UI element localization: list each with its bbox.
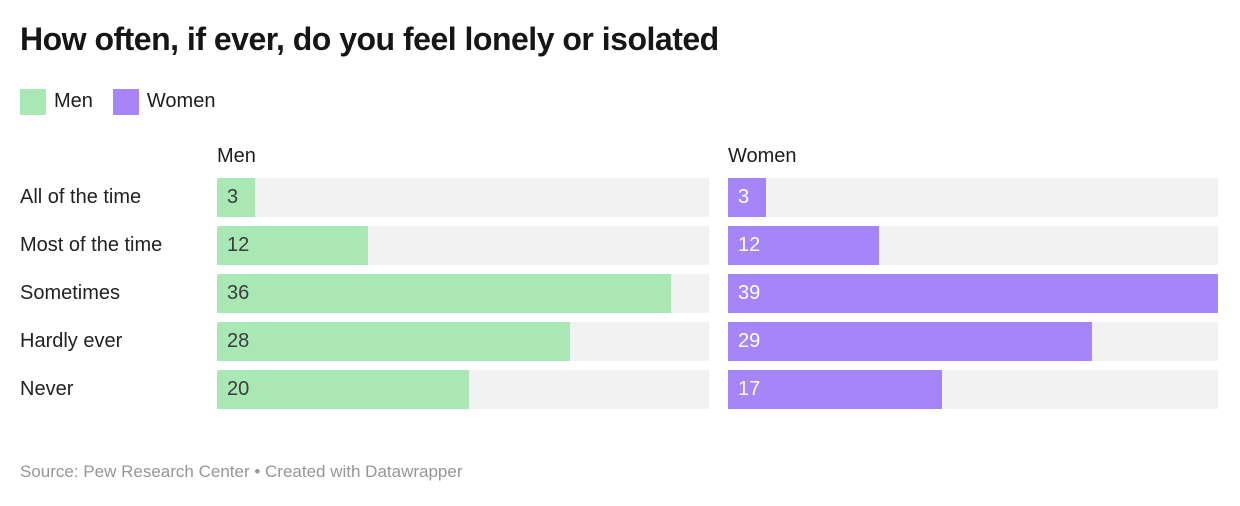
bar-women — [728, 321, 1093, 361]
bar-value-label: 29 — [738, 330, 761, 353]
chart-title: How often, if ever, do you feel lonely o… — [20, 21, 719, 57]
bar-value-label: 36 — [227, 282, 250, 305]
column-header-men: Men — [217, 144, 256, 167]
bar-value-label: 3 — [227, 186, 239, 209]
legend: Men Women — [20, 88, 1218, 115]
bar-women — [728, 369, 942, 409]
bar-track-men: 3 — [217, 177, 709, 217]
bar-track-men: 12 — [217, 225, 709, 265]
bar-track-men: 20 — [217, 369, 709, 409]
bar-women — [728, 225, 879, 265]
bar-track-women: 39 — [728, 273, 1218, 313]
column-gap — [709, 274, 728, 313]
column-header-women: Women — [728, 144, 797, 167]
bar-track-men: 36 — [217, 273, 709, 313]
bar-women — [728, 273, 1218, 313]
column-gap — [709, 145, 728, 168]
bar-men — [217, 321, 571, 361]
legend-swatch — [20, 88, 46, 115]
chart-rows: All of the time 3 3 Most of the time 12 12 Som… — [20, 177, 1218, 409]
category-label: Never — [20, 377, 74, 400]
bar-track-women: 3 — [728, 177, 1218, 217]
bar-track-women: 29 — [728, 321, 1218, 361]
legend-label: Women — [146, 90, 216, 113]
bar-value-label: 28 — [227, 330, 250, 353]
bar-value-label: 12 — [738, 234, 761, 257]
bar-men — [217, 225, 369, 265]
column-gap — [709, 226, 728, 265]
bar-men — [217, 177, 255, 217]
bar-track-men: 28 — [217, 321, 709, 361]
column-gap — [709, 178, 728, 217]
bar-value-label: 3 — [738, 186, 750, 209]
bar-value-label: 39 — [738, 282, 761, 305]
column-gap — [709, 322, 728, 361]
bar-women — [728, 177, 766, 217]
column-headers: Men Women — [20, 145, 1218, 168]
legend-item-men: Men — [20, 88, 93, 115]
bar-track-women: 12 — [728, 225, 1218, 265]
bar-track-women: 17 — [728, 369, 1218, 409]
category-label: Most of the time — [20, 233, 163, 256]
category-label: All of the time — [20, 185, 142, 208]
source-attribution: Source: Pew Research Center • Created wi… — [20, 462, 463, 481]
legend-label: Men — [54, 90, 93, 113]
legend-swatch — [112, 88, 139, 115]
category-label: Hardly ever — [20, 329, 123, 352]
bar-value-label: 20 — [227, 378, 250, 401]
legend-item-women: Women — [112, 88, 216, 115]
bar-men — [217, 273, 672, 313]
bar-value-label: 12 — [227, 234, 250, 257]
bar-men — [217, 369, 470, 409]
column-header-spacer — [20, 145, 217, 168]
category-label: Sometimes — [20, 281, 121, 304]
bar-value-label: 17 — [738, 378, 761, 401]
column-gap — [709, 370, 728, 409]
